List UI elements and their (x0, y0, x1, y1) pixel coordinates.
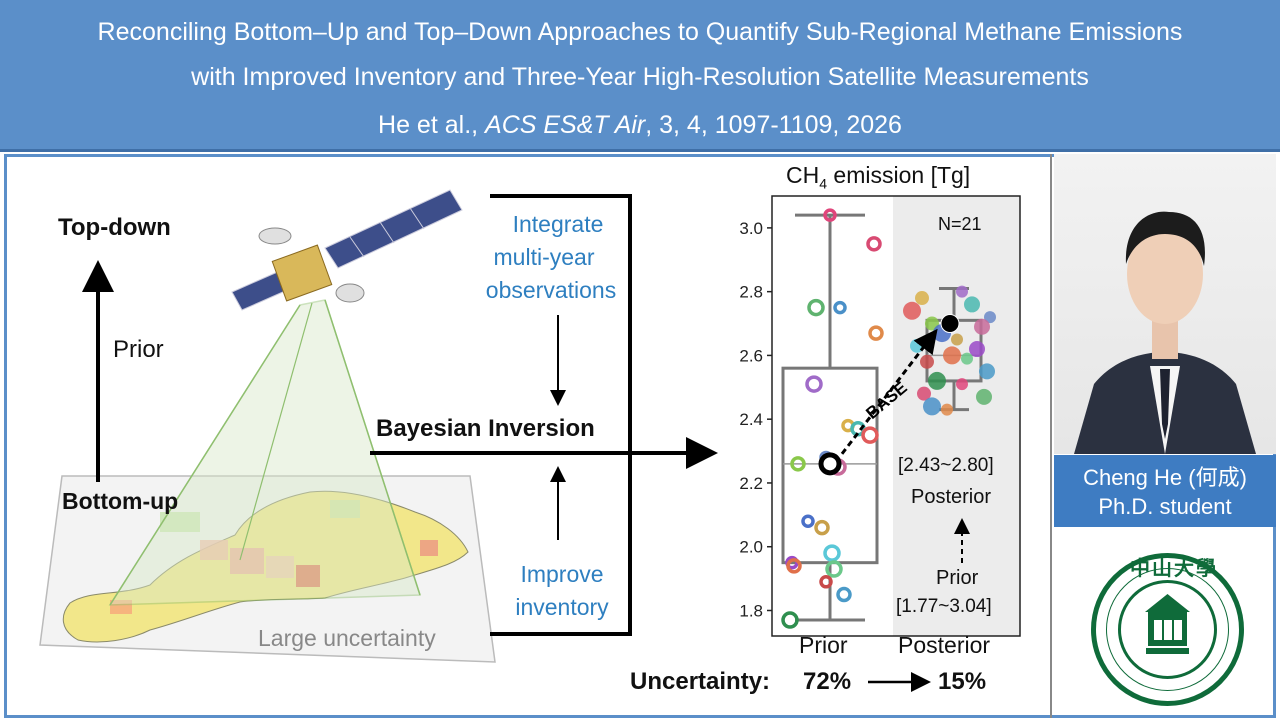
prior-point (781, 611, 799, 629)
n-label: N=21 (938, 214, 982, 234)
citation: He et al., ACS ES&T Air, 3, 4, 1097-1109… (0, 110, 1280, 140)
citation-journal: ACS ES&T Air (485, 111, 646, 139)
chart-title-sub: 4 (819, 175, 828, 192)
prior-point (786, 558, 802, 574)
paper-title-line-2: with Improved Inventory and Three-Year H… (191, 63, 1089, 91)
bayesian-inversion-label: Bayesian Inversion (376, 415, 595, 442)
posterior-point (903, 301, 921, 320)
header-banner: Reconciling Bottom–Up and Top–Down Appro… (0, 0, 1280, 152)
prior-range: [1.77~3.04] (896, 596, 992, 617)
prior-point (823, 208, 837, 222)
prior-point (825, 560, 843, 578)
posterior-point (915, 291, 929, 306)
posterior-shade (893, 196, 1020, 636)
posterior-point (956, 378, 968, 391)
y-tick-label: 1.8 (739, 601, 763, 620)
prior-point (814, 519, 830, 536)
citation-details: , 3, 4, 1097-1109, 2026 (645, 111, 902, 139)
prior-point (833, 300, 847, 315)
posterior-point (956, 285, 968, 298)
posterior-point (984, 311, 996, 324)
prior-point (823, 544, 841, 562)
author-photo (1054, 154, 1276, 454)
prior-point (805, 375, 823, 393)
improve-label-1: Improve (520, 561, 604, 587)
y-tick-label: 3.0 (739, 219, 763, 238)
author-name-box: Cheng He (何成) Ph.D. student (1054, 455, 1276, 527)
prior-annotation: Prior (936, 567, 979, 589)
bottom-up-label: Bottom-up (62, 488, 179, 514)
chart-title-main: CH (786, 162, 820, 188)
prior-point (861, 426, 879, 444)
posterior-mean-marker (940, 314, 960, 334)
uncertainty-posterior: 15% (938, 668, 987, 695)
integrate-label-1: Integrate (512, 211, 604, 237)
prior-point (868, 325, 884, 341)
citation-authors: He et al., (378, 111, 486, 139)
chart-title-rest: emission [Tg] (827, 162, 971, 188)
author-name: Cheng He (何成) (1083, 465, 1247, 490)
posterior-annotation: Posterior (911, 486, 992, 508)
prior-point (836, 586, 852, 603)
base-arrow (840, 328, 938, 455)
category-prior: Prior (799, 632, 848, 658)
prior-point (866, 236, 882, 252)
posterior-point (969, 341, 985, 358)
bracket-top (490, 194, 632, 636)
posterior-point (923, 397, 941, 416)
chart-frame (771, 195, 1021, 637)
panel-divider (1050, 154, 1052, 718)
y-tick-label: 2.6 (739, 346, 763, 365)
posterior-point (943, 346, 961, 365)
prior-point (801, 514, 815, 528)
posterior-point (979, 363, 995, 380)
university-logo (1091, 553, 1244, 706)
prior-point (790, 456, 806, 472)
author-role: Ph.D. student (1098, 494, 1232, 519)
uncertainty-prior: 72% (803, 668, 852, 695)
posterior-point (951, 333, 963, 346)
large-uncertainty-label: Large uncertainty (258, 625, 436, 651)
posterior-point (964, 296, 980, 313)
y-tick-label: 2.2 (739, 474, 763, 493)
prior-point (819, 575, 833, 589)
posterior-point (961, 352, 973, 365)
person-silhouette (1074, 211, 1256, 454)
y-tick-label: 2.8 (739, 283, 763, 302)
posterior-point (976, 388, 992, 405)
y-tick-label: 2.0 (739, 538, 763, 557)
paper-title-line-1: Reconciling Bottom–Up and Top–Down Appro… (97, 18, 1183, 46)
y-tick-label: 2.4 (739, 410, 763, 429)
uncertainty-arrow (868, 672, 931, 692)
uncertainty-label: Uncertainty: (630, 668, 771, 695)
improve-label-2: inventory (515, 594, 609, 620)
prior-mean-marker (818, 452, 842, 476)
posterior-point (974, 318, 990, 335)
integrate-label-3: observations (485, 277, 617, 303)
top-down-label: Top-down (58, 214, 171, 241)
posterior-point (941, 403, 953, 416)
integrate-label-2: multi-year (493, 244, 595, 270)
posterior-point (917, 386, 931, 401)
satellite-icon (231, 189, 463, 311)
prior-point (807, 298, 825, 317)
chart-title: CH4 emission [Tg] (786, 162, 970, 192)
logo-chinese-text: 中山大學 (1130, 558, 1218, 580)
posterior-point (920, 354, 934, 369)
posterior-range: [2.43~2.80] (898, 455, 994, 476)
prior-label: Prior (113, 336, 164, 363)
posterior-point (928, 371, 946, 390)
category-posterior: Posterior (898, 632, 991, 658)
